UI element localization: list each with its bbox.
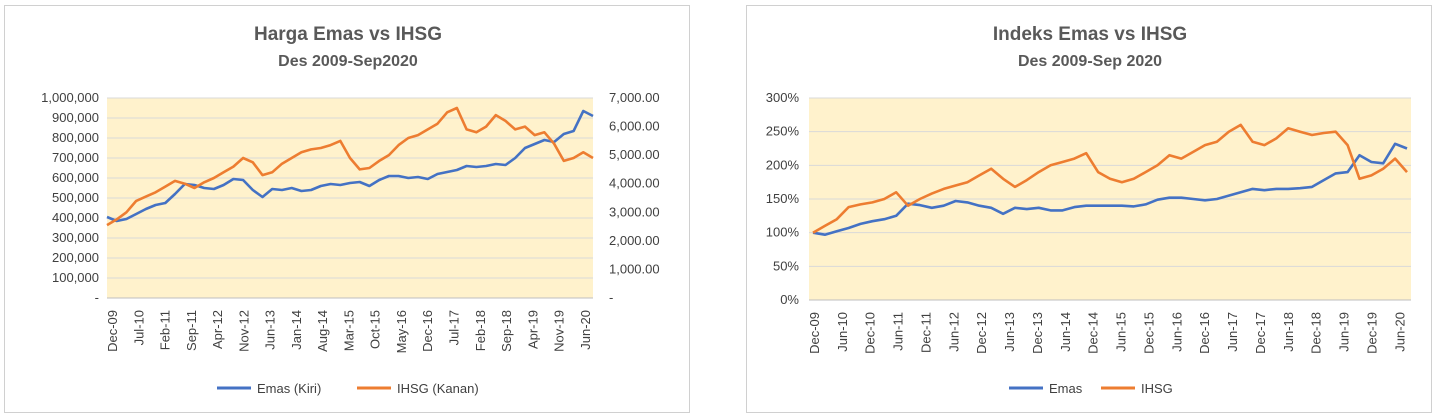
x-tick-label: Jun-13 xyxy=(1002,312,1017,352)
series-line-ihsg xyxy=(106,106,594,227)
chart-title: Harga Emas vs IHSG xyxy=(254,24,442,45)
y-tick-label: 200% xyxy=(766,157,800,172)
chart-title: Indeks Emas vs IHSG xyxy=(993,24,1187,45)
y-left-tick-label: 1,000,000 xyxy=(41,90,99,105)
x-tick-label: Jan-14 xyxy=(289,310,304,350)
x-tick-label: Jun-10 xyxy=(835,312,850,352)
y-right-tick-label: 5,000.00 xyxy=(609,147,660,162)
y-left-tick-label: 400,000 xyxy=(52,210,99,225)
x-tick-label: Nov-19 xyxy=(552,310,567,352)
x-tick-label: Jun-13 xyxy=(263,310,278,350)
x-tick-label: Oct-15 xyxy=(368,310,383,349)
chart-indeks-emas-vs-ihsg: Indeks Emas vs IHSG Des 2009-Sep 2020 0%… xyxy=(766,24,1411,396)
x-tick-label: Jun-16 xyxy=(1169,312,1184,352)
x-tick-label: May-16 xyxy=(394,310,409,353)
y-left-tick-label: 900,000 xyxy=(52,110,99,125)
x-tick-label: Dec-09 xyxy=(105,310,120,352)
y-tick-label: 250% xyxy=(766,124,800,139)
y-left-tick-label: 500,000 xyxy=(52,190,99,205)
legend-label-ihsg: IHSG xyxy=(1141,381,1173,396)
y-right-tick-label: - xyxy=(609,290,613,305)
x-tick-label: Jun-12 xyxy=(946,312,961,352)
chart-harga-emas-vs-ihsg: Harga Emas vs IHSG Des 2009-Sep2020 - 100… xyxy=(41,24,660,396)
x-tick-label: Jun-17 xyxy=(1225,312,1240,352)
x-tick-label: Sep-18 xyxy=(499,310,514,352)
x-tick-label: Jun-14 xyxy=(1058,312,1073,352)
y-tick-label: 300% xyxy=(766,90,800,105)
x-tick-label: Dec-12 xyxy=(974,312,989,354)
x-tick-label: Feb-11 xyxy=(158,310,173,350)
y-left-tick-label: 300,000 xyxy=(52,230,99,245)
y-right-tick-label: 1,000.00 xyxy=(609,261,660,276)
y-left-tick-label: 700,000 xyxy=(52,150,99,165)
x-tick-label: Feb-18 xyxy=(473,310,488,351)
chart-subtitle: Des 2009-Sep 2020 xyxy=(1018,53,1162,70)
y-left-tick-label: 100,000 xyxy=(52,270,99,285)
x-tick-label: Dec-09 xyxy=(807,312,822,354)
y-tick-label: 50% xyxy=(773,258,799,273)
x-tick-label: Dec-19 xyxy=(1364,312,1379,354)
x-tick-label: Jul-17 xyxy=(447,310,462,345)
y-left-tick-label: - xyxy=(95,290,99,305)
x-tick-label: Mar-15 xyxy=(341,310,356,351)
x-tick-label: Jun-15 xyxy=(1114,312,1129,352)
x-tick-label: Dec-10 xyxy=(863,312,878,354)
y-tick-label: 0% xyxy=(780,292,799,307)
x-tick-label: Jun-20 xyxy=(578,310,593,350)
x-tick-label: Jun-18 xyxy=(1281,312,1296,352)
x-tick-label: Apr-19 xyxy=(525,310,540,349)
y-left-tick-label: 600,000 xyxy=(52,170,99,185)
x-tick-label: Aug-14 xyxy=(315,310,330,352)
x-tick-label: Dec-14 xyxy=(1086,312,1101,354)
x-tick-label: Dec-16 xyxy=(420,310,435,352)
y-right-tick-label: 2,000.00 xyxy=(609,233,660,248)
y-tick-label: 150% xyxy=(766,191,800,206)
series-line-ihsg xyxy=(812,123,1408,234)
y-right-tick-label: 4,000.00 xyxy=(609,176,660,191)
x-tick-label: Apr-12 xyxy=(210,310,225,349)
legend: Emas (Kiri) IHSG (Kanan) xyxy=(217,381,479,396)
x-tick-label: Jun-19 xyxy=(1337,312,1352,352)
legend-label-emas: Emas xyxy=(1049,381,1083,396)
x-tick-label: Jun-11 xyxy=(891,312,906,351)
y-left-tick-label: 200,000 xyxy=(52,250,99,265)
legend-label-emas: Emas (Kiri) xyxy=(257,381,321,396)
x-tick-label: Dec-17 xyxy=(1253,312,1268,354)
y-right-tick-label: 3,000.00 xyxy=(609,204,660,219)
x-tick-label: Dec-16 xyxy=(1197,312,1212,354)
y-tick-label: 100% xyxy=(766,225,800,240)
x-tick-label: Dec-15 xyxy=(1141,312,1156,354)
x-tick-label: Sep-11 xyxy=(184,310,199,351)
x-tick-label: Dec-18 xyxy=(1309,312,1324,354)
x-tick-label: Dec-13 xyxy=(1030,312,1045,354)
legend-label-ihsg: IHSG (Kanan) xyxy=(397,381,479,396)
x-tick-label: Dec-11 xyxy=(918,312,933,353)
chart-panel-indeks: Indeks Emas vs IHSG Des 2009-Sep 2020 0%… xyxy=(746,5,1432,413)
x-tick-label: Jun-20 xyxy=(1392,312,1407,352)
y-right-tick-label: 6,000.00 xyxy=(609,119,660,134)
y-right-tick-label: 7,000.00 xyxy=(609,90,660,105)
x-tick-label: Jul-10 xyxy=(131,310,146,345)
x-tick-label: Nov-12 xyxy=(236,310,251,352)
chart-panel-harga: Harga Emas vs IHSG Des 2009-Sep2020 - 100… xyxy=(4,5,690,413)
legend: Emas IHSG xyxy=(1009,381,1173,396)
chart-subtitle: Des 2009-Sep2020 xyxy=(278,53,418,70)
y-left-tick-label: 800,000 xyxy=(52,130,99,145)
